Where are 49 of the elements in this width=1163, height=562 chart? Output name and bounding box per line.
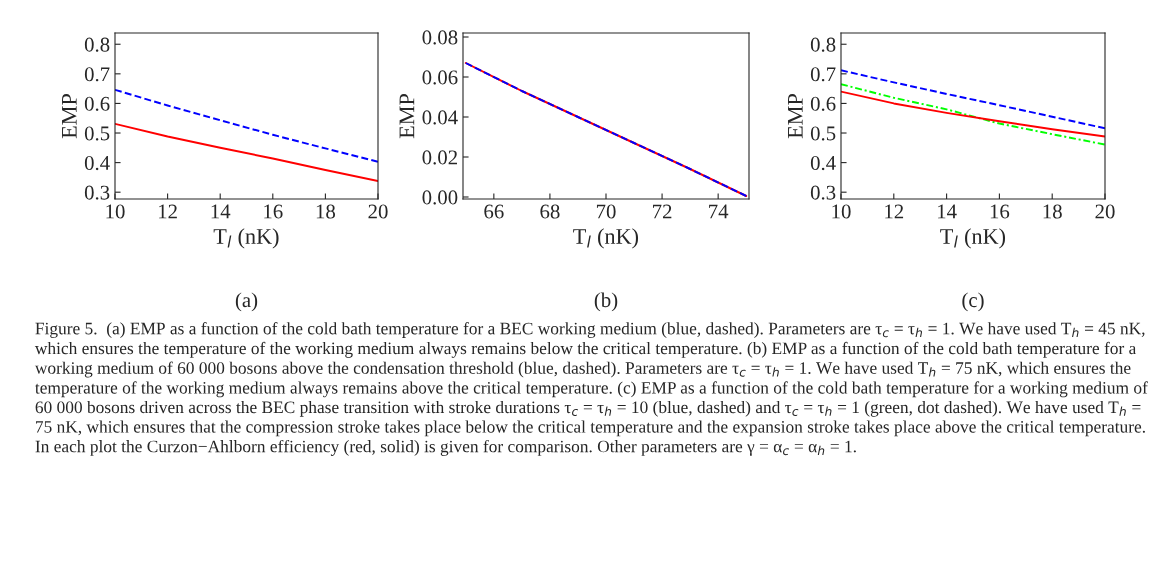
y-tick-label: 0.6 bbox=[810, 96, 836, 111]
x-tick-label: 14 bbox=[938, 204, 957, 219]
y-tick-label: 0.8 bbox=[84, 37, 110, 52]
y-tick-label: 0.4 bbox=[810, 155, 836, 171]
line-series bbox=[841, 69, 1105, 130]
x-axis-title: T$_{l}$ (nK) bbox=[573, 228, 639, 249]
x-tick-label: 12 bbox=[885, 204, 904, 219]
y-tick-label: 0.3 bbox=[810, 185, 836, 200]
x-tick-label: 10 bbox=[832, 204, 851, 219]
x-tick-label: 20 bbox=[1095, 204, 1115, 219]
y-axis-title: EMP bbox=[62, 94, 77, 139]
x-tick-label: 18 bbox=[316, 204, 336, 219]
y-tick-label: 0.7 bbox=[84, 67, 110, 82]
text: (b) bbox=[594, 292, 618, 312]
text: (a) bbox=[235, 292, 258, 312]
y-tick-label: 0.3 bbox=[84, 185, 110, 200]
y-tick-label: 0.08 bbox=[422, 30, 458, 45]
y-tick-label: 0.5 bbox=[84, 126, 110, 141]
x-tick-label: 68 bbox=[540, 204, 560, 219]
x-tick-label: 18 bbox=[1043, 204, 1062, 219]
x-tick-label: 20 bbox=[368, 204, 388, 219]
line-series bbox=[841, 90, 1105, 138]
y-tick-label: 0.8 bbox=[810, 37, 836, 52]
y-tick-label: 0.06 bbox=[422, 70, 458, 85]
x-tick-label: 72 bbox=[653, 204, 672, 219]
x-tick-label: 16 bbox=[990, 204, 1010, 219]
y-tick-label: 0.00 bbox=[422, 190, 458, 205]
x-tick-label: 12 bbox=[159, 204, 177, 219]
y-tick-label: 0.6 bbox=[84, 96, 110, 111]
line-series bbox=[115, 88, 378, 163]
text: Figure 5. (a) EMP as a function of the cold bath temperature for a BEC working medium (blue, dashed). Parameters are τ$_{c}$ = τ$_{h}$ = 1. We have used T$_{h}$ = 45 nK, which ensures the temperature of the working medium always remains below the critical temperature. (b) EMP as a function of the cold bath temperature for a working medium of 60 000 bosons above the condensation threshold (blue, dashed). Parameters are τ$_{c}$ = τ$_{h}$ = 1. We have used T$_{h}$ = 75 nK, which ensures the temperature of the working medium always remains above the critical temperature. (c) EMP as a function of the cold bath temperature for a working medium of 60 000 bosons driven across the BEC phase transition with stroke durations τ$_{c}$ = τ$_{h}$ = 10 (blue, dashed) and τ$_{c}$ = τ$_{h}$ = 1 (green, dot dashed). We have used T$_{h}$ = 75 nK, which ensures that the compression stroke takes place below the critical temperature and the expansion stroke takes place above the critical temperature. In each plot the Curzon−Ahlborn efficiency (red, solid) is given for comparison. Other parameters are γ = α$_{c}$ = α$_{h}$ = 1. bbox=[34, 322, 1148, 456]
line-series bbox=[115, 122, 378, 182]
y-tick-label: 0.4 bbox=[84, 155, 110, 171]
y-axis-title: EMP bbox=[788, 94, 803, 139]
y-tick-label: 0.04 bbox=[422, 110, 458, 125]
line-series bbox=[841, 83, 1105, 146]
y-tick-label: 0.02 bbox=[422, 150, 457, 165]
x-tick-label: 10 bbox=[106, 204, 125, 219]
y-tick-label: 0.7 bbox=[810, 67, 836, 82]
x-axis-title: T$_{l}$ (nK) bbox=[213, 228, 279, 249]
y-tick-label: 0.5 bbox=[810, 126, 836, 141]
y-axis-title: EMP bbox=[399, 94, 415, 139]
x-axis-title: T$_{l}$ (nK) bbox=[940, 228, 1006, 249]
x-tick-label: 14 bbox=[211, 204, 231, 219]
x-tick-label: 70 bbox=[596, 204, 616, 219]
x-tick-label: 66 bbox=[484, 204, 504, 219]
x-tick-label: 74 bbox=[709, 204, 729, 219]
text: (c) bbox=[962, 292, 984, 312]
x-tick-label: 16 bbox=[264, 204, 283, 219]
